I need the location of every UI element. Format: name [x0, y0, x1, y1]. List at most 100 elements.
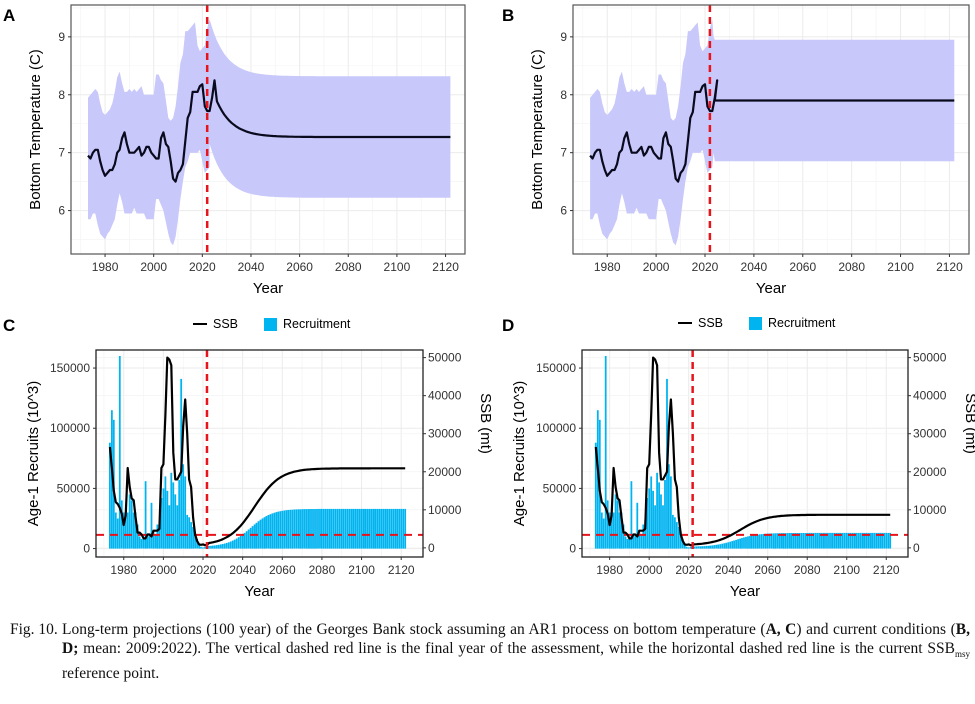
c-recruitment-bar: [221, 544, 224, 549]
d-recruitment-bar: [614, 494, 617, 549]
c-y-left-tick-label: 0: [83, 542, 90, 556]
d-recruitment-bar: [681, 538, 684, 549]
a-x-tick-label: 2040: [238, 260, 265, 274]
c-y-left-axis-title: Age-1 Recruits (10^3): [25, 381, 42, 526]
d-recruitment-bar: [709, 545, 712, 549]
c-recruitment-bar: [218, 544, 220, 549]
d-recruitment-bar: [828, 532, 830, 549]
c-recruitment-bar: [265, 516, 268, 549]
d-recruitment-bar: [616, 500, 619, 549]
d-recruitment-bar: [857, 532, 860, 549]
c-recruitment-bar: [182, 464, 185, 549]
c-recruitment-bar: [376, 508, 379, 549]
d-recruitment-bar: [733, 540, 735, 549]
c-recruitment-bar: [249, 527, 252, 549]
a-y-tick-label: 8: [58, 88, 65, 102]
d-recruitment-bar: [602, 518, 605, 549]
d-recruitment-bar: [662, 505, 664, 549]
b-x-tick-label: 2080: [838, 260, 865, 274]
d-recruitment-bar: [790, 533, 793, 549]
legend-d: SSB Recruitment: [678, 316, 835, 330]
a-x-tick-label: 1980: [92, 260, 119, 274]
d-recruitment-bar: [849, 532, 852, 549]
d-y-left-tick-label: 50000: [543, 481, 577, 495]
b-mean-temperature-line: [589, 79, 955, 183]
c-recruitment-bar: [283, 510, 286, 549]
c-y-right-tick-label: 10000: [428, 503, 462, 517]
c-recruitment-bar: [233, 539, 236, 549]
legend-recruitment-label: Recruitment: [768, 316, 836, 330]
d-recruitment-bar: [788, 533, 791, 549]
d-x-tick-label: 2040: [715, 563, 742, 577]
c-recruitment-bar: [340, 508, 343, 549]
d-recruitment-bar: [753, 535, 755, 549]
b-x-tick-label: 2120: [936, 260, 963, 274]
d-x-axis-title: Year: [730, 583, 760, 600]
legend-ssb-label: SSB: [698, 316, 724, 330]
d-recruitment-bar: [628, 538, 631, 549]
d-recruitment-bar: [701, 546, 704, 549]
d-recruitment-bar: [887, 532, 890, 549]
c-y-right-tick-label: 0: [428, 541, 435, 555]
c-x-tick-label: 1980: [110, 563, 137, 577]
d-recruitment-bar: [863, 532, 866, 549]
c-recruitment-bar: [309, 509, 311, 549]
legend-ssb-swatch: [193, 322, 207, 326]
d-y-right-tick-label: 20000: [913, 465, 947, 479]
d-recruitment-bar: [743, 537, 745, 549]
d-recruitment-bar: [685, 546, 688, 549]
c-recruitment-bar: [392, 508, 395, 549]
panel-label-d: D: [502, 316, 515, 335]
d-recruitment-bar: [760, 534, 763, 549]
d-recruitment-bar: [830, 532, 832, 549]
a-x-axis-title: Year: [253, 280, 283, 297]
d-recruitment-bar: [693, 546, 696, 549]
c-recruitment-bar: [330, 508, 333, 549]
b-y-tick-label: 8: [560, 88, 567, 102]
d-recruitment-bar: [820, 532, 822, 549]
c-recruitment-bar: [130, 500, 133, 549]
c-recruitment-bar: [160, 498, 163, 549]
d-recruitment-bar: [640, 534, 643, 549]
c-recruitment-bar: [216, 545, 218, 549]
d-recruitment-bar: [626, 538, 629, 549]
d-x-tick-label: 2120: [873, 563, 900, 577]
c-recruitment-bar: [136, 524, 139, 549]
c-recruitment-bar: [348, 508, 351, 549]
d-recruitment-bar: [838, 532, 840, 549]
d-recruitment-bar: [879, 532, 882, 549]
c-recruitment-bar: [162, 488, 165, 549]
b-x-tick-label: 1980: [594, 260, 621, 274]
d-recruitment-bar: [646, 498, 649, 549]
d-recruitment-bar: [757, 534, 759, 549]
c-x-tick-label: 2100: [348, 563, 375, 577]
d-recruitment-bar: [642, 524, 645, 549]
c-recruitment-bar: [305, 509, 307, 549]
c-recruitment-bar: [243, 532, 246, 549]
d-recruitment-bar: [677, 526, 680, 549]
c-recruitment-bar: [354, 508, 357, 549]
c-x-tick-label: 2060: [269, 563, 296, 577]
c-recruitment-bar: [259, 519, 262, 549]
d-recruitment-bar: [735, 539, 737, 549]
c-recruitment-bar: [273, 512, 276, 549]
c-recruitment-bar: [400, 508, 403, 549]
c-recruitment-bar: [239, 535, 242, 549]
c-recruitment-bar: [368, 508, 371, 549]
caption-text: Long-term projections (100 year) of the …: [62, 621, 766, 638]
c-recruitment-bar: [190, 522, 192, 549]
d-recruitment-bar: [832, 532, 834, 549]
d-recruitment-bar: [648, 488, 651, 549]
b-y-tick-label: 6: [560, 204, 567, 218]
d-recruitment-bar: [822, 532, 824, 549]
b-x-tick-label: 2060: [789, 260, 816, 274]
d-x-tick-label: 2100: [833, 563, 860, 577]
legend-c: SSB Recruitment: [193, 317, 350, 331]
d-recruitment-bar: [729, 541, 732, 549]
d-recruitment-bar: [877, 532, 880, 549]
d-recruitment-bar: [875, 532, 878, 549]
c-recruitment-bar: [271, 513, 274, 549]
